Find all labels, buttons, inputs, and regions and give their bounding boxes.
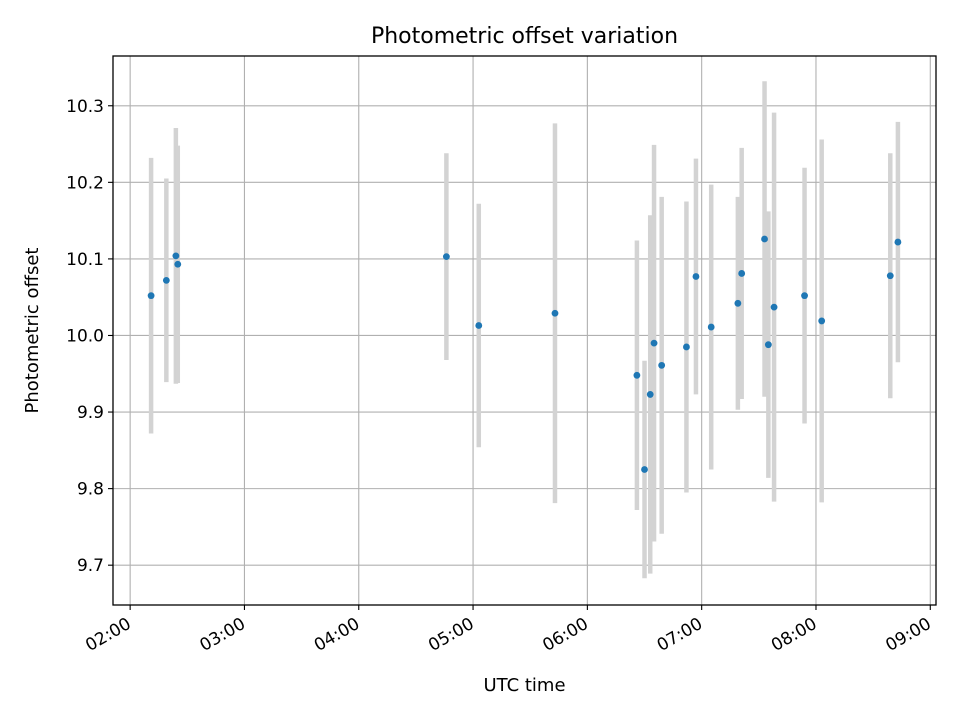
y-tick-label: 10.1 bbox=[66, 250, 104, 270]
data-point bbox=[764, 341, 772, 349]
data-point bbox=[641, 466, 648, 473]
y-tick-label: 10.2 bbox=[66, 173, 104, 193]
chart-title: Photometric offset variation bbox=[371, 24, 678, 49]
x-axis-label: UTC time bbox=[483, 675, 565, 696]
y-tick-label: 9.9 bbox=[77, 403, 104, 423]
data-point bbox=[886, 272, 894, 280]
y-tick-label: 10.3 bbox=[66, 97, 104, 117]
data-point bbox=[658, 361, 666, 369]
data-point bbox=[818, 317, 826, 325]
data-point bbox=[646, 391, 654, 398]
y-axis-label: Photometric offset bbox=[22, 248, 43, 414]
data-point bbox=[475, 322, 483, 329]
data-point bbox=[650, 339, 658, 347]
data-point bbox=[734, 299, 742, 307]
y-axis-ticks: 9.7 9.8 9.9 10.0 10.1 10.2 10.3 bbox=[66, 97, 113, 576]
data-point bbox=[894, 238, 902, 246]
y-tick-label: 9.7 bbox=[77, 556, 104, 576]
plot-frame bbox=[112, 55, 937, 606]
data-point bbox=[770, 303, 778, 311]
data-point bbox=[692, 273, 700, 280]
data-point bbox=[633, 371, 641, 379]
data-point bbox=[147, 292, 155, 300]
data-point bbox=[172, 252, 180, 260]
data-point bbox=[707, 323, 715, 331]
data-points bbox=[147, 235, 902, 473]
data-point bbox=[551, 309, 559, 317]
y-tick-label: 9.8 bbox=[77, 480, 104, 500]
data-point bbox=[801, 292, 808, 300]
data-point bbox=[761, 235, 768, 243]
data-point bbox=[442, 253, 450, 261]
y-tick-label: 10.0 bbox=[66, 326, 104, 346]
data-point bbox=[162, 276, 170, 284]
gridlines bbox=[113, 56, 936, 605]
data-point bbox=[174, 260, 182, 268]
data-point bbox=[738, 270, 746, 277]
data-point bbox=[683, 343, 690, 351]
